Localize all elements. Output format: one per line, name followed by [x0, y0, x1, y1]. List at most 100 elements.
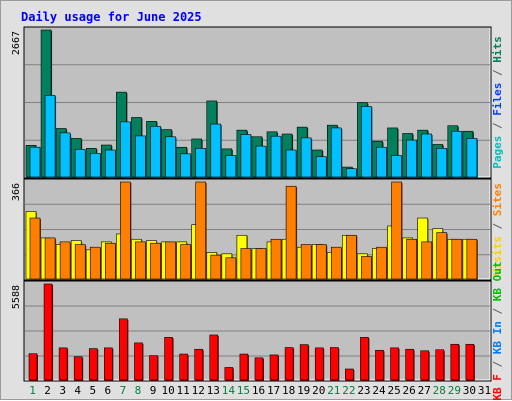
bar-kbytes-day-1: [28, 353, 38, 381]
bar-kbytes-day-18: [284, 347, 294, 381]
bar-sites-day-5: [89, 246, 101, 280]
bar-sites-day-18: [285, 185, 297, 280]
bar-sites-day-2: [44, 237, 56, 280]
bar-files-day-23: [361, 106, 372, 178]
day-label-31: 31: [478, 384, 491, 397]
bar-sites-day-25: [391, 181, 402, 280]
bar-kbytes-day-23: [360, 337, 369, 381]
bar-kbytes-day-17: [269, 354, 279, 381]
bar-sites-day-17: [270, 238, 282, 280]
panel-1: [23, 26, 492, 179]
bar-files-day-26: [406, 139, 417, 178]
legend-part: /: [491, 301, 504, 321]
bar-kbytes-day-21: [329, 347, 339, 381]
day-label-1: 1: [29, 384, 36, 397]
bar-sites-day-13: [210, 254, 222, 280]
bar-sites-day-24: [376, 246, 387, 280]
bar-kbytes-day-5: [88, 348, 98, 381]
bar-files-day-11: [180, 153, 191, 178]
day-label-8: 8: [135, 384, 142, 397]
day-label-16: 16: [252, 384, 265, 397]
legend-part: KB Out: [491, 261, 504, 301]
day-label-19: 19: [297, 384, 310, 397]
bar-kbytes-day-7: [119, 318, 128, 381]
bar-sites-day-9: [150, 242, 161, 280]
bar-files-day-27: [421, 133, 432, 178]
legend-part: Sites: [491, 183, 504, 216]
bar-files-day-30: [466, 138, 478, 178]
bar-files-day-13: [210, 123, 222, 178]
bar-files-day-18: [285, 149, 297, 178]
bar-kbytes-day-12: [194, 348, 204, 381]
bar-sites-day-29: [451, 238, 463, 280]
legend-label-3: KB F / KB In / KB Out: [491, 261, 504, 400]
bar-files-day-14: [225, 155, 237, 178]
bar-kbytes-day-29: [450, 343, 460, 381]
bar-kbytes-day-11: [179, 353, 188, 381]
bar-sites-day-3: [59, 241, 71, 280]
bar-sites-day-21: [330, 246, 342, 280]
day-label-22: 22: [342, 384, 355, 397]
bar-kbytes-day-26: [405, 348, 414, 381]
bar-files-day-4: [74, 149, 86, 178]
bar-kbytes-day-14: [224, 367, 234, 381]
bar-files-day-7: [120, 121, 131, 178]
day-label-27: 27: [418, 384, 431, 397]
legend-part: KB In: [491, 321, 504, 354]
day-label-28: 28: [433, 384, 446, 397]
day-label-17: 17: [267, 384, 280, 397]
bar-sites-day-10: [165, 241, 176, 280]
day-label-14: 14: [222, 384, 236, 397]
bar-files-day-10: [165, 136, 176, 178]
bar-files-day-29: [451, 130, 463, 178]
day-label-9: 9: [150, 384, 157, 397]
bar-kbytes-day-20: [314, 347, 324, 381]
bar-files-day-16: [255, 145, 267, 178]
bar-files-day-17: [270, 135, 282, 178]
bar-files-day-9: [150, 125, 161, 178]
ymax-label-top: 2667: [11, 31, 22, 55]
legend-part: KB F: [491, 374, 504, 401]
bar-sites-day-1: [29, 217, 41, 280]
day-label-4: 4: [74, 384, 81, 397]
legend-label-2: Visits / Sites: [491, 183, 504, 276]
bar-kbytes-day-30: [465, 343, 475, 381]
bar-sites-day-14: [225, 257, 237, 280]
panel-3: [23, 280, 492, 382]
legend-part: /: [491, 63, 504, 83]
legend-part: Files: [491, 83, 504, 116]
bar-kbytes-day-13: [209, 334, 219, 381]
day-label-7: 7: [120, 384, 127, 397]
bar-files-day-20: [315, 156, 327, 178]
bar-files-day-19: [300, 137, 312, 178]
legend-part: Hits: [491, 36, 504, 63]
bar-sites-day-19: [300, 244, 312, 280]
day-label-12: 12: [192, 384, 205, 397]
day-label-24: 24: [372, 384, 386, 397]
day-label-23: 23: [357, 384, 370, 397]
legend-part: Pages: [491, 136, 504, 169]
bar-files-day-25: [391, 155, 402, 178]
bar-kbytes-day-6: [104, 347, 113, 381]
legend-part: Visits: [491, 236, 504, 276]
bar-kbytes-day-4: [73, 356, 83, 381]
bar-files-day-12: [195, 148, 207, 178]
day-label-21: 21: [327, 384, 340, 397]
day-label-26: 26: [403, 384, 416, 397]
bar-files-day-21: [330, 127, 342, 178]
legend-part: /: [491, 354, 504, 374]
day-label-13: 13: [207, 384, 220, 397]
bar-files-day-3: [59, 132, 71, 178]
day-label-3: 3: [59, 384, 66, 397]
day-label-2: 2: [44, 384, 51, 397]
day-label-30: 30: [463, 384, 476, 397]
bar-sites-day-23: [361, 256, 372, 280]
bar-sites-day-27: [421, 241, 432, 280]
bar-sites-day-16: [255, 248, 267, 280]
ymax-label-middle: 366: [11, 183, 22, 201]
bar-sites-day-4: [74, 244, 86, 280]
day-label-29: 29: [448, 384, 461, 397]
bar-sites-day-20: [315, 244, 327, 280]
